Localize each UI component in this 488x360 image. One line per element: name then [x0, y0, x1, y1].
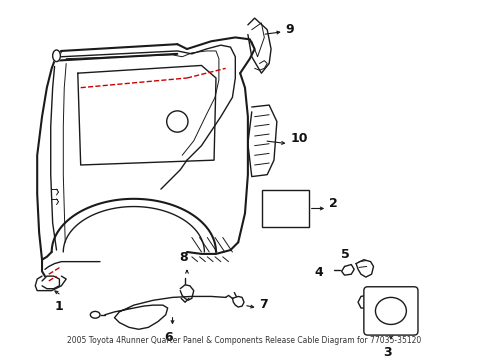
Text: 7: 7: [259, 298, 268, 311]
Bar: [262, 190, 308, 227]
Text: 9: 9: [285, 23, 294, 36]
Text: 10: 10: [290, 132, 307, 145]
Text: 1: 1: [54, 300, 62, 313]
FancyBboxPatch shape: [363, 287, 417, 335]
Text: 3: 3: [382, 346, 390, 359]
Ellipse shape: [90, 311, 100, 318]
Ellipse shape: [166, 111, 187, 132]
Text: 2: 2: [328, 197, 337, 210]
Text: 5: 5: [341, 248, 349, 261]
Ellipse shape: [53, 50, 61, 62]
Text: 2005 Toyota 4Runner Quarter Panel & Components Release Cable Diagram for 77035-3: 2005 Toyota 4Runner Quarter Panel & Comp…: [67, 336, 420, 345]
Text: 4: 4: [314, 266, 323, 279]
Ellipse shape: [375, 297, 406, 324]
Text: 6: 6: [164, 331, 173, 344]
Text: 8: 8: [179, 251, 187, 264]
